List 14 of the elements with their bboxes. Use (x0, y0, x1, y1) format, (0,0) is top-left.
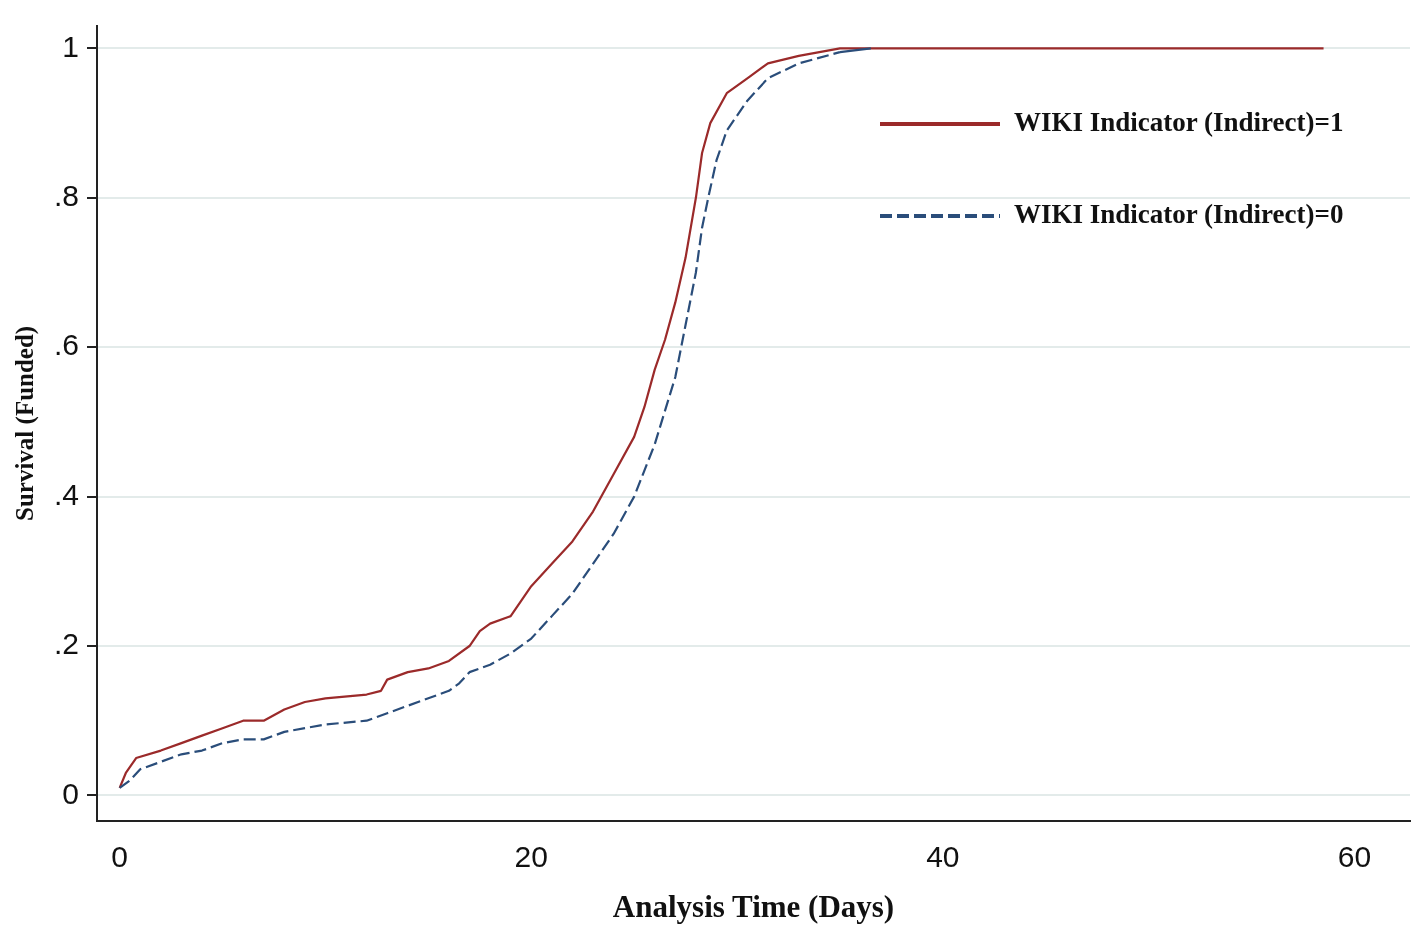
x-axis-title: Analysis Time (Days) (612, 889, 895, 925)
y-tick-label: .2 (53, 627, 80, 661)
legend-label: WIKI Indicator (Indirect)=0 (1014, 198, 1344, 229)
y-tick-label: .4 (53, 477, 80, 511)
y-tick-label: 1 (62, 29, 80, 63)
y-tick-label: 0 (62, 776, 80, 810)
y-axis-title: Survival (Funded) (11, 325, 40, 521)
x-tick-label: 20 (514, 840, 548, 874)
x-tick-label: 40 (926, 840, 960, 874)
x-tick-label: 0 (111, 840, 128, 874)
y-tick-label: .8 (53, 179, 80, 213)
x-tick-label: 60 (1337, 840, 1372, 874)
y-tick-label: .6 (53, 328, 80, 362)
legend-label: WIKI Indicator (Indirect)=1 (1014, 106, 1344, 137)
